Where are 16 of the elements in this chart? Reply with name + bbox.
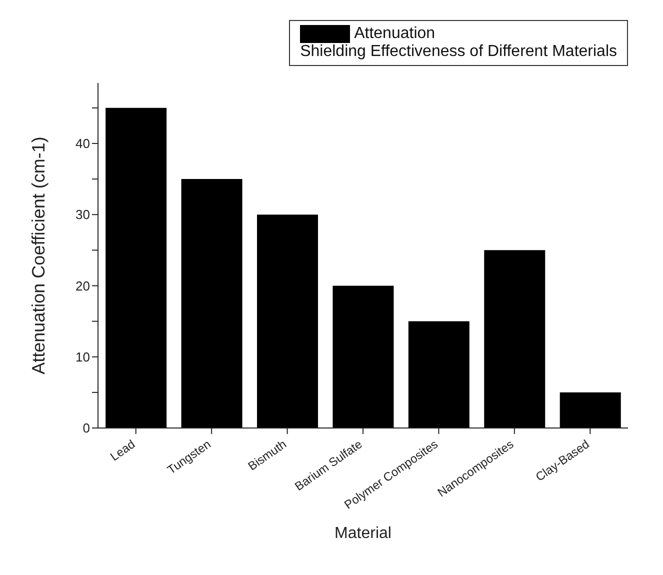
bar: [181, 179, 242, 428]
y-tick-label: 30: [76, 207, 90, 222]
x-axis-title: Material: [334, 525, 392, 542]
bar: [560, 392, 621, 428]
y-tick-label: 0: [82, 420, 90, 436]
chart-title: Shielding Effectiveness of Different Materials: [300, 43, 617, 61]
y-axis-title: Attenuation Coefficient (cm-1): [28, 136, 48, 374]
bar: [484, 250, 546, 428]
y-tick-label: 10: [76, 349, 90, 364]
legend-label: Attenuation: [354, 25, 436, 43]
bar: [408, 321, 470, 428]
y-tick-label: 20: [76, 278, 90, 294]
y-tick-label: 40: [76, 136, 90, 152]
bar: [257, 214, 318, 428]
bar: [332, 286, 394, 428]
bar: [106, 108, 167, 428]
